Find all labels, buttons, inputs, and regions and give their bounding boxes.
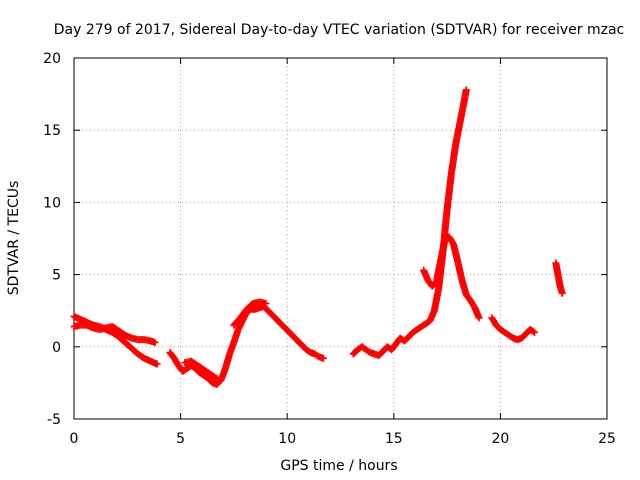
y-tick-label: 0 (52, 340, 61, 356)
chart-title: Day 279 of 2017, Sidereal Day-to-day VTE… (54, 22, 624, 38)
data-point (319, 354, 327, 362)
y-tick-labels: -5 0 5 10 15 20 (43, 51, 61, 428)
data-point-interpolated (529, 327, 537, 335)
x-tick-label: 5 (176, 431, 185, 447)
x-axis-label: GPS time / hours (280, 458, 397, 474)
x-tick-label: 10 (278, 431, 296, 447)
y-tick-label: 5 (52, 268, 61, 284)
x-tick-label: 20 (491, 431, 509, 447)
data-point (531, 328, 539, 336)
data-point (558, 289, 566, 297)
axis-ticks (73, 57, 608, 420)
data-point (213, 375, 221, 383)
y-tick-label: -5 (47, 412, 61, 428)
y-axis-label: SDTVAR / TECUs (6, 181, 22, 296)
data-point (262, 299, 270, 307)
data-point-interpolated (212, 374, 220, 382)
data-point (462, 86, 470, 94)
y-tick-label: 20 (43, 51, 61, 67)
x-tick-label: 15 (385, 431, 403, 447)
data-points (70, 86, 566, 388)
plot-frame (73, 57, 608, 420)
grid (74, 58, 607, 419)
data-point (153, 360, 161, 368)
y-tick-label: 10 (43, 195, 61, 211)
y-tick-label: 15 (43, 123, 61, 139)
data-point (475, 314, 483, 322)
x-tick-label: 0 (70, 431, 79, 447)
x-tick-label: 25 (598, 431, 616, 447)
data-point (151, 338, 159, 346)
x-tick-labels: 0 5 10 15 20 25 (70, 431, 616, 447)
